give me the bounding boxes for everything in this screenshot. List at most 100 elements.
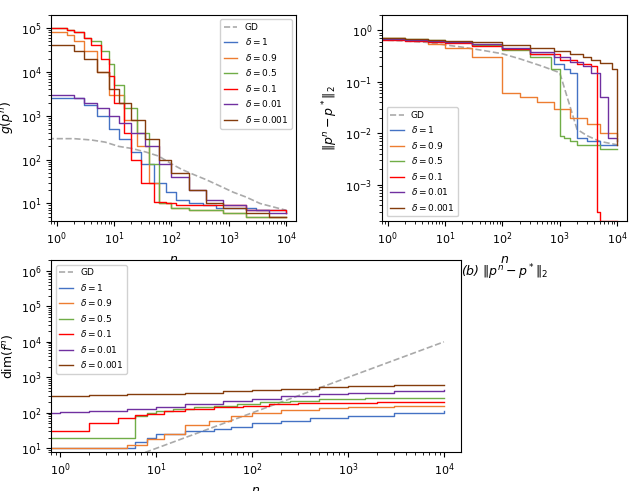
$\delta = 0.5$	[185, 207, 193, 213]
$\delta = 0.01$	[57, 410, 65, 416]
$\delta = 1$	[252, 205, 260, 211]
$\delta = 1$	[282, 210, 290, 216]
$\delta = 0.01$	[375, 36, 383, 42]
$\delta = 0.5$	[120, 105, 128, 111]
$\delta = 0.001$	[115, 86, 122, 92]
$\delta = 0.9$	[80, 38, 88, 44]
GD	[141, 149, 149, 155]
$\delta = 1$	[210, 429, 218, 435]
$\delta = 0.9$	[220, 207, 227, 213]
$\delta = 0.1$	[42, 429, 49, 435]
$\delta = 0.1$	[70, 29, 78, 35]
$\delta = 0.1$	[441, 39, 449, 45]
$\delta = 0.1$	[401, 38, 409, 44]
$\delta = 0.1$	[131, 415, 139, 421]
$\delta = 0.9$	[80, 48, 88, 54]
$\delta = 0.001$	[390, 383, 397, 389]
$\delta = 0.01$	[185, 188, 193, 193]
$\delta = 0.001$	[202, 188, 210, 193]
$\delta = 0.5$	[287, 398, 294, 404]
$\delta = 0.9$	[390, 403, 397, 409]
$\delta = 0.1$	[44, 25, 52, 31]
$\delta = 0.9$	[596, 121, 604, 127]
$\delta = 0.001$	[185, 170, 193, 176]
$\delta = 0.1$	[63, 27, 70, 33]
$\delta = 0.5$	[88, 38, 95, 44]
$\delta = 0.01$	[277, 396, 285, 402]
GD	[256, 200, 264, 206]
$\delta = 0.01$	[265, 210, 273, 216]
GD	[115, 143, 122, 149]
$\delta = 0.9$	[145, 143, 152, 149]
$\delta = 1$	[526, 51, 534, 56]
X-axis label: $n$: $n$	[252, 484, 260, 491]
$\delta = 0.1$	[138, 180, 145, 186]
$\delta = 0.01$	[70, 95, 78, 101]
$\delta = 0.01$	[220, 197, 227, 203]
GD	[86, 470, 93, 476]
$\delta = 0.001$	[424, 37, 431, 43]
$\delta = 1$	[277, 418, 285, 424]
$\delta = 0.01$	[265, 207, 273, 213]
$\delta = 0.1$	[185, 203, 193, 209]
$\delta = 0.5$	[115, 435, 122, 440]
$\delta = 0.9$	[105, 69, 113, 75]
$\delta = 0.1$	[526, 51, 534, 56]
$\delta = 0.001$	[424, 36, 431, 42]
$\delta = 0.001$	[181, 391, 189, 397]
$\delta = 1$	[172, 197, 180, 203]
$\delta = 0.001$	[220, 205, 227, 211]
Line: $\delta = 0.9$: $\delta = 0.9$	[45, 406, 444, 448]
$\delta = 0.9$	[168, 205, 175, 211]
$\delta = 0.01$	[316, 391, 323, 397]
$\delta = 0.5$	[155, 200, 163, 206]
$\delta = 0.9$	[440, 403, 448, 409]
$\delta = 0.9$	[205, 418, 212, 424]
$\delta = 0.1$	[243, 207, 250, 213]
$\delta = 0.9$	[160, 436, 168, 442]
$\delta = 0.9$	[390, 404, 397, 409]
$\delta = 0.9$	[143, 436, 151, 442]
$\delta = 0.9$	[248, 410, 256, 416]
$\delta = 0.9$	[63, 32, 70, 38]
$\delta = 0.01$	[141, 143, 149, 149]
$\delta = 0.5$	[613, 146, 621, 152]
$\delta = 0.001$	[468, 39, 476, 45]
$\delta = 0.9$	[613, 131, 621, 136]
$\delta = 0.1$	[424, 39, 431, 45]
$\delta = 0.9$	[133, 117, 141, 123]
$\delta = 0.001$	[344, 384, 352, 390]
$\delta = 0.1$	[587, 61, 595, 67]
$\delta = 0.001$	[613, 66, 621, 72]
$\delta = 0.5$	[105, 48, 113, 54]
$\delta = 0.001$	[141, 136, 149, 141]
$\delta = 0.5$	[168, 205, 175, 211]
$\delta = 0.001$	[168, 170, 175, 176]
$\delta = 0.001$	[282, 214, 290, 219]
$\delta = 0.9$	[124, 442, 131, 448]
$\delta = 0.9$	[202, 207, 210, 213]
$\delta = 1$	[596, 142, 604, 148]
$\delta = 0.5$	[131, 435, 139, 440]
$\delta = 0.9$	[424, 37, 431, 43]
$\delta = 0.9$	[282, 214, 290, 219]
$\delta = 1$	[440, 409, 448, 414]
Line: $\delta = 0.5$: $\delta = 0.5$	[45, 398, 444, 437]
Line: $\delta = 0.01$: $\delta = 0.01$	[379, 39, 617, 141]
$\delta = 0.1$	[265, 403, 273, 409]
Line: GD: GD	[48, 138, 286, 210]
$\delta = 1$	[566, 70, 573, 76]
$\delta = 0.1$	[97, 55, 105, 61]
$\delta = 0.01$	[596, 70, 604, 76]
$\delta = 1$	[131, 439, 139, 445]
$\delta = 1$	[210, 426, 218, 432]
$\delta = 0.01$	[587, 63, 595, 69]
$\delta = 0.001$	[86, 392, 93, 398]
$\delta = 0.001$	[608, 66, 616, 72]
$\delta = 0.01$	[202, 197, 210, 203]
Line: $\delta = 1$: $\delta = 1$	[48, 98, 286, 213]
$\delta = 1$	[550, 51, 558, 56]
$\delta = 0.1$	[593, 209, 601, 215]
$\delta = 0.001$	[587, 56, 595, 62]
$\delta = 1$	[181, 429, 189, 435]
